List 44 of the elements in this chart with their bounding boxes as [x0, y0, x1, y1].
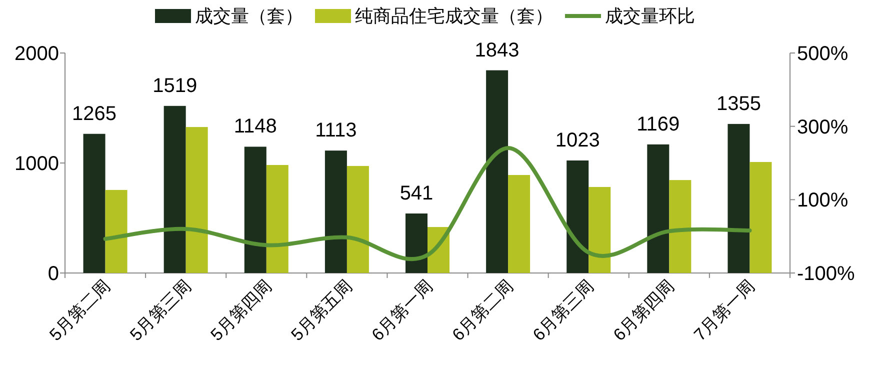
data-label: 541 — [400, 182, 434, 204]
data-label: 1113 — [315, 120, 357, 142]
y2-tick-label: -100% — [797, 263, 856, 285]
legend-label: 成交量环比 — [605, 6, 695, 26]
bar — [83, 134, 106, 273]
bar — [346, 166, 369, 273]
data-label: 1169 — [636, 113, 680, 136]
data-label: 1843 — [474, 39, 520, 62]
x-tick-label: 6月第四周 — [610, 276, 678, 345]
x-tick-label: 6月第二周 — [448, 276, 517, 345]
bar — [508, 174, 530, 273]
data-label: 1265 — [72, 102, 117, 125]
x-tick-label: 6月第三周 — [529, 276, 598, 345]
x-tick-label: 5月第三周 — [126, 276, 195, 345]
bar — [566, 160, 589, 273]
y-tick-label: 0 — [48, 263, 59, 285]
bar — [164, 106, 186, 273]
bar — [588, 186, 611, 273]
y-tick-label: 2000 — [14, 43, 59, 65]
bar — [728, 124, 750, 273]
x-tick-label: 6月第一周 — [368, 276, 436, 345]
y2-tick-label: 300% — [797, 116, 848, 138]
x-tick-label: 5月第四周 — [207, 276, 276, 345]
y-tick-label: 1000 — [14, 153, 59, 175]
bar — [669, 180, 692, 273]
bar — [750, 162, 772, 273]
bar — [186, 127, 208, 273]
data-label: 1355 — [716, 92, 761, 115]
data-label: 1148 — [234, 116, 277, 138]
bar — [486, 70, 508, 273]
bar — [244, 146, 266, 273]
bar — [406, 213, 428, 273]
x-tick-label: 5月第五周 — [288, 276, 356, 345]
data-label: 1519 — [152, 74, 198, 97]
bar — [324, 150, 347, 273]
bar — [266, 164, 288, 273]
bar — [647, 144, 670, 273]
x-tick-label: 7月第一周 — [690, 276, 759, 345]
bar — [105, 190, 128, 273]
y2-tick-label: 500% — [797, 43, 848, 65]
data-label: 1023 — [555, 129, 600, 152]
legend-label: 纯商品住宅成交量（套） — [355, 6, 553, 26]
y2-tick-label: 100% — [797, 190, 848, 212]
legend-label: 成交量（套） — [195, 6, 303, 26]
